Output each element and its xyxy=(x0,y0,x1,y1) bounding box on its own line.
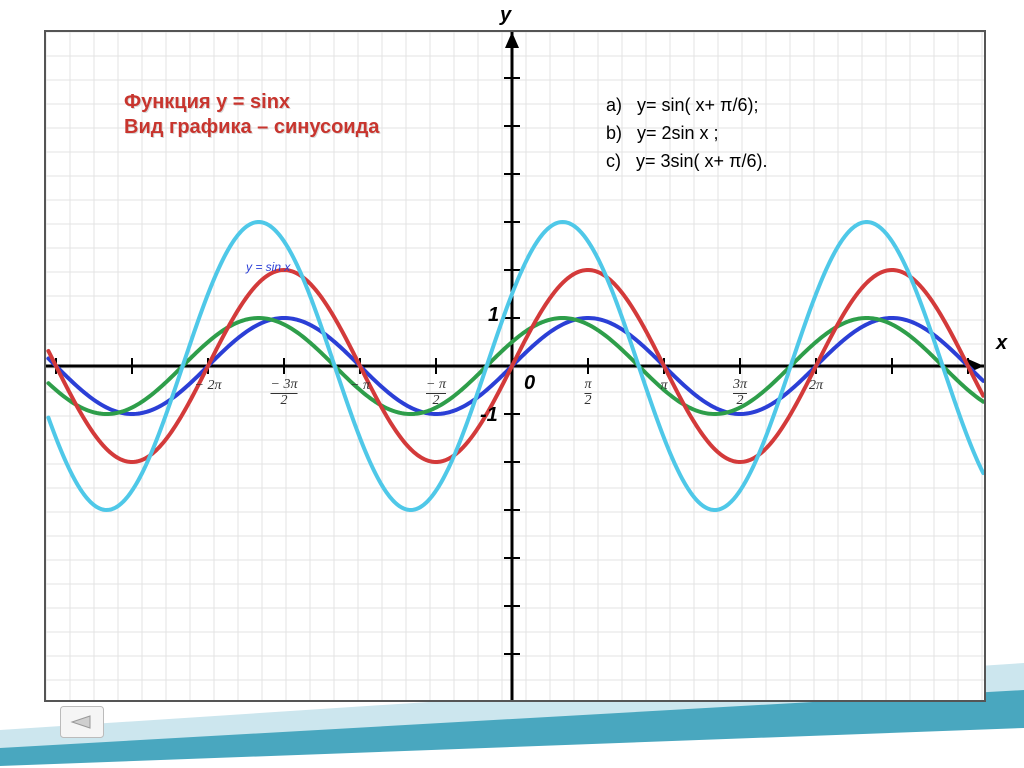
y-tick-1: 1 xyxy=(488,304,499,327)
x-tick: 3π2 xyxy=(733,378,747,408)
curve-label-sinx: y = sin x xyxy=(246,260,290,274)
chart-title: Функция y = sinx Вид графика – синусоида xyxy=(124,90,379,140)
x-tick: − π2 xyxy=(426,378,446,408)
x-tick: π xyxy=(660,378,667,394)
plot-frame: Функция y = sinx Вид графика – синусоида… xyxy=(44,30,986,702)
back-button[interactable] xyxy=(60,706,104,743)
x-axis-label: x xyxy=(996,332,1007,355)
y-tick-neg1: -1 xyxy=(480,404,498,427)
x-tick: − 2π xyxy=(195,378,222,394)
legend: a) y= sin( x+ π/6); b) y= 2sin x ; c) y=… xyxy=(606,92,767,176)
title-line-1: Функция y = sinx xyxy=(124,90,379,115)
legend-item-c: c) y= 3sin( x+ π/6). xyxy=(606,148,767,176)
x-tick: π2 xyxy=(584,378,591,408)
legend-item-b: b) y= 2sin x ; xyxy=(606,120,767,148)
x-tick: − 3π2 xyxy=(271,378,298,408)
legend-item-a: a) y= sin( x+ π/6); xyxy=(606,92,767,120)
back-arrow-icon xyxy=(60,706,104,738)
slide: y x Функция y = sinx Вид графика – синус… xyxy=(0,0,1024,768)
y-axis-label: y xyxy=(500,4,511,27)
origin-label: 0 xyxy=(524,372,535,395)
title-line-2: Вид графика – синусоида xyxy=(124,115,379,140)
x-tick: − π xyxy=(350,378,370,394)
x-tick: 2π xyxy=(809,378,823,394)
